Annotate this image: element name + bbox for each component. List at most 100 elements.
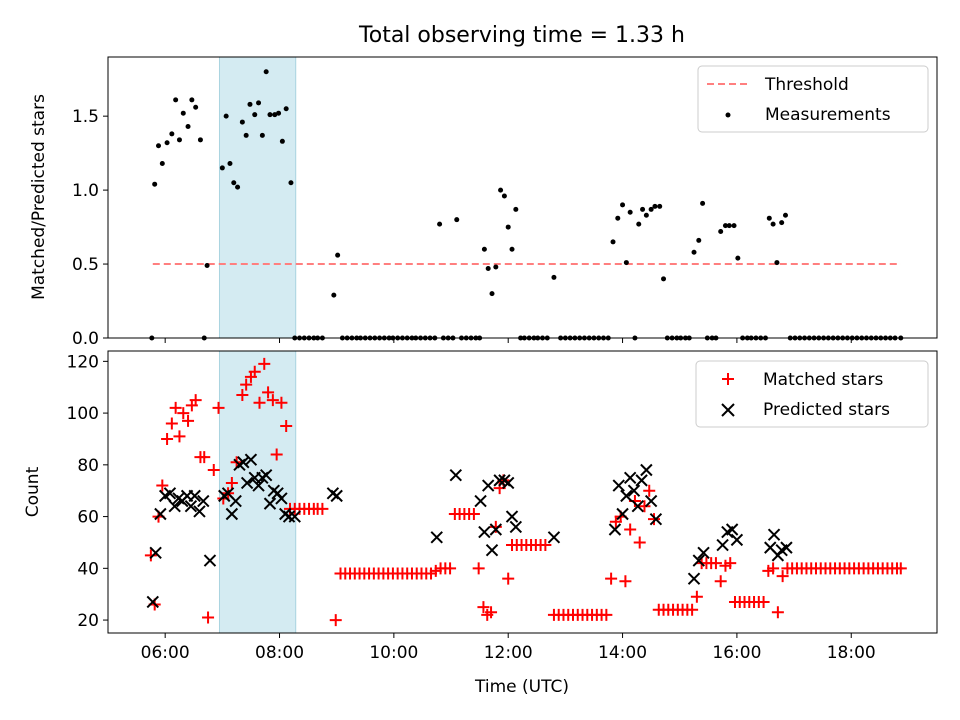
top-plot-frame [107,56,938,339]
top-y-axis-label: Matched/Predicted stars [29,94,49,300]
matched-star-points [144,357,907,627]
measurement-point [700,200,706,206]
matched-star-marker [275,396,288,409]
measurement-point [661,276,667,282]
top-legend-box [697,65,929,133]
matched-star-marker [207,464,220,477]
measurement-point [272,112,278,118]
measurement-point [197,137,203,143]
measurement-point [173,97,179,103]
legend-matched-label: Matched stars [763,370,883,390]
predicted-star-points [146,453,793,609]
bottom-y-tick-label: 100 [67,404,99,424]
bottom-legend-box [695,360,929,428]
bottom-x-tick-label: 12:00 [484,643,533,663]
measurement-point [231,180,237,186]
predicted-star-marker [767,528,781,541]
measurement-point [627,209,633,215]
matched-star-marker [316,502,329,515]
predicted-star-marker [623,471,637,484]
matched-star-marker [485,606,498,619]
predicted-star-marker [193,505,206,518]
measurement-point [657,203,663,209]
top-y-tick-label: 0.0 [72,329,99,349]
legend-threshold-label: Threshold [764,75,849,95]
matched-star-marker [709,557,722,570]
predicted-star-marker [509,520,523,534]
predicted-star-marker [288,510,301,523]
measurement-point [640,206,646,212]
measurement-point [779,220,785,226]
measurement-point [189,97,195,103]
top-legend: Threshold Measurements [697,65,929,133]
predicted-star-marker [687,572,701,585]
matched-star-marker [690,590,703,603]
predicted-star-marker [449,468,463,482]
matched-star-marker [236,388,249,401]
predicted-star-marker [474,494,487,508]
measurement-point [159,160,165,166]
bottom-x-ticks: 06:00 08:00 10:00 12:00 14:00 16:00 18:00 [141,633,876,663]
top-panel: 0.0 0.5 1.0 1.5 Total observing time = 1.33… [29,23,938,349]
matched-star-marker [270,448,283,461]
bottom-y-tick-label: 40 [77,559,99,579]
predicted-star-marker [620,489,633,503]
predicted-star-marker [505,510,519,523]
measurement-point [239,119,245,125]
predicted-star-marker [154,507,167,521]
measurement-point [193,104,199,110]
predicted-star-marker [501,476,515,490]
matched-star-marker [240,378,253,391]
bottom-y-tick-label: 80 [77,456,99,476]
matched-star-marker [619,575,632,588]
measurement-point [481,246,487,252]
measurement-point [259,132,265,138]
measurement-point [513,206,519,212]
matched-star-marker [258,357,271,370]
predicted-star-marker [725,523,739,536]
measurement-point [636,221,642,227]
bottom-x-tick-label: 10:00 [369,643,418,663]
matched-star-marker [444,562,457,575]
measurement-point [493,264,499,270]
measurement-point [652,203,658,209]
matched-star-marker [280,420,293,433]
measurement-point [235,184,241,190]
predicted-star-marker [489,523,503,536]
predicted-star-marker [252,479,265,492]
measurement-point [718,229,724,235]
measurement-point [696,237,702,243]
measurement-point [726,223,732,229]
measurement-point [691,249,697,255]
bottom-y-tick-label: 60 [77,508,99,528]
predicted-star-marker [635,474,648,487]
measurement-point [501,193,507,199]
matched-star-marker [467,507,480,520]
matched-star-marker [776,570,789,583]
matched-star-marker [757,595,770,608]
measurement-point [766,215,772,221]
matched-star-marker [169,401,182,414]
predicted-star-marker [203,554,217,567]
matched-star-marker [248,365,261,378]
matched-star-marker [266,394,279,407]
matched-star-marker [539,539,552,552]
bottom-x-tick-label: 16:00 [712,643,761,663]
predicted-star-marker [612,479,625,492]
top-y-tick-label: 1.5 [72,107,99,127]
measurement-point [227,160,233,166]
matched-star-marker [643,484,656,497]
matched-star-marker [477,601,490,614]
matched-star-marker [198,451,211,464]
measurement-point [643,212,649,218]
measurement-point [331,292,337,298]
predicted-star-marker [716,538,729,552]
measurement-point [176,137,182,143]
bottom-panel: 20 40 60 80 100 120 06:00 08:00 10:00 12:00 14:00… [23,350,938,697]
matched-star-marker [714,575,727,588]
measurement-point [505,224,511,230]
measurement-point [623,260,629,266]
legend-matched-swatch [722,373,734,385]
matched-star-marker [202,611,215,624]
